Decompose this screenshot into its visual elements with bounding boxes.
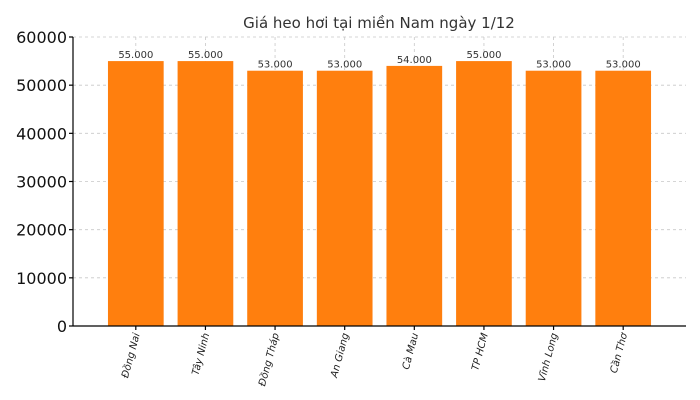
bar <box>456 61 512 326</box>
y-tick-label: 50000 <box>16 76 67 95</box>
y-tick-label: 20000 <box>16 221 67 240</box>
y-tick-label: 40000 <box>16 124 67 143</box>
data-label: 55.000 <box>188 50 223 61</box>
bar <box>107 61 164 326</box>
data-label: 54.000 <box>397 55 432 66</box>
grid-lines <box>73 36 686 327</box>
data-label: 53.000 <box>606 60 641 71</box>
x-tick-label: Đồng Tháp <box>256 332 282 388</box>
x-tick-label: Đồng Nai <box>119 331 143 379</box>
x-tick-label: TP HCM <box>470 332 491 372</box>
x-tick-label: Tây Ninh <box>190 332 213 377</box>
data-label: 53.000 <box>327 60 362 71</box>
data-labels: 55.000 55.000 53.000 53.000 54.000 55.000 53.0… <box>118 50 640 71</box>
bars <box>107 61 652 327</box>
data-label: 55.000 <box>118 50 153 61</box>
data-label: 55.000 <box>466 50 501 61</box>
x-axis-ticks: Đồng Nai Tây Ninh Đồng Tháp An Giang Cà Mau T… <box>119 326 630 388</box>
y-tick-label: 10000 <box>16 269 67 288</box>
x-tick-label: An Giang <box>329 332 352 380</box>
y-axis-ticks: 0 10000 20000 30000 40000 50000 60000 <box>16 28 73 336</box>
bar <box>386 65 443 327</box>
x-tick-label: Vĩnh Long <box>537 332 561 383</box>
bar <box>247 70 303 326</box>
y-tick-label: 60000 <box>16 28 67 47</box>
data-label: 53.000 <box>258 60 293 71</box>
data-label: 53.000 <box>536 60 571 71</box>
bar <box>595 70 652 326</box>
y-tick-label: 0 <box>57 317 67 336</box>
bar <box>177 61 234 326</box>
bar <box>525 70 582 326</box>
chart-title: Giá heo hơi tại miền Nam ngày 1/12 <box>243 14 515 32</box>
x-tick-label: Cà Mau <box>400 332 421 371</box>
bar <box>316 70 373 326</box>
x-tick-label: Cần Thơ <box>608 331 630 375</box>
y-tick-label: 30000 <box>16 173 67 192</box>
